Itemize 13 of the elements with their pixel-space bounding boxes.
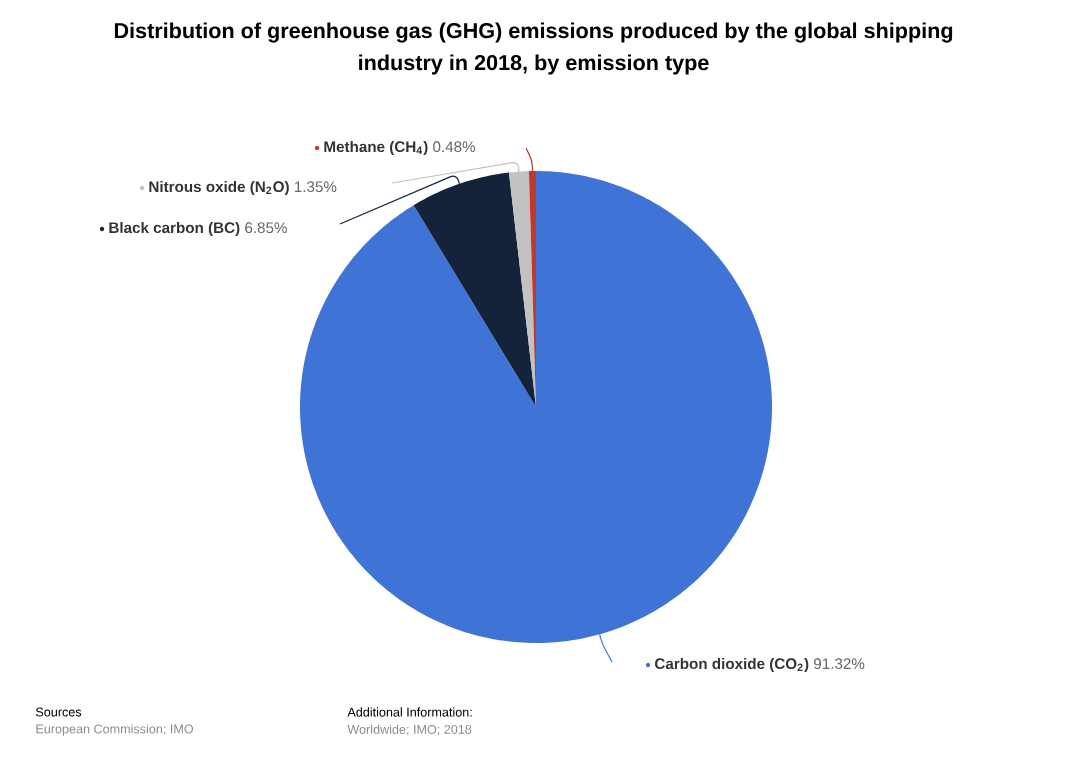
text: European Commission; IMO xyxy=(36,724,194,736)
legend-label: Methane (CH$_{4}$) xyxy=(324,140,428,156)
legend-label: Black carbon (BC) xyxy=(109,221,240,237)
text: Worldwide; IMO; 2018 xyxy=(347,724,472,736)
chart-title: Distribution of greenhouse gas (GHG) emissions produced by the global shipping industry in 2018, by emission type xyxy=(114,22,953,75)
data-label: 6.85% xyxy=(245,222,287,234)
legend-label: Nitrous oxide (N$_{2}$O) xyxy=(149,180,289,196)
legend-label: Carbon dioxide (CO$_{2}$) xyxy=(655,657,809,673)
text: Sources xyxy=(35,707,82,717)
text: Additional Information: xyxy=(347,707,472,717)
data-label: 91.32% xyxy=(814,658,865,670)
data-label: 1.35% xyxy=(294,181,337,193)
data-label: 0.48% xyxy=(433,141,476,153)
